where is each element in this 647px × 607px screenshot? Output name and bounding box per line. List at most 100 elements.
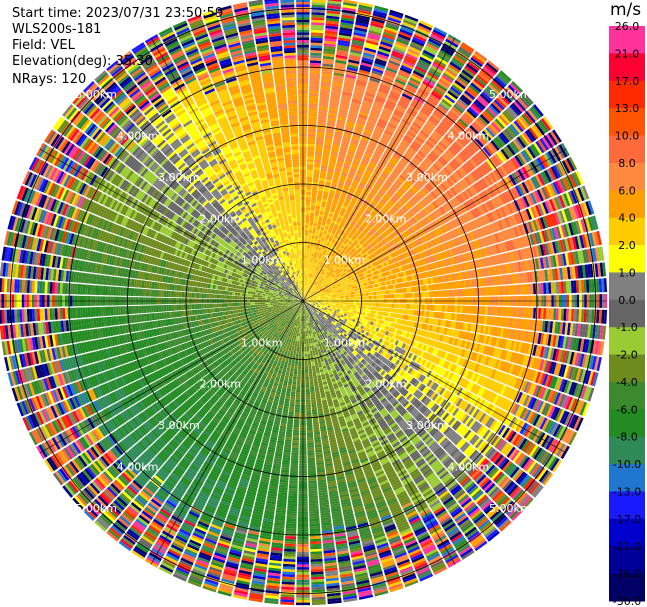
velocity-gate [303, 268, 306, 271]
velocity-gate [309, 75, 320, 79]
velocity-gate [309, 80, 320, 84]
velocity-gate [306, 169, 313, 173]
velocity-gate [308, 103, 318, 107]
velocity-gate [306, 171, 313, 175]
velocity-gate [306, 192, 312, 195]
velocity-gate [306, 186, 312, 190]
velocity-gate [304, 257, 307, 261]
velocity-gate [306, 166, 314, 170]
velocity-gate [304, 247, 308, 251]
velocity-gate [304, 242, 308, 246]
velocity-gate [308, 100, 319, 104]
velocity-gate [308, 98, 319, 102]
velocity-gate [308, 110, 318, 114]
velocity-gate [306, 179, 313, 183]
velocity-gate [307, 148, 315, 152]
velocity-gate [310, 50, 322, 54]
velocity-gate [307, 128, 316, 132]
velocity-gate [305, 222, 309, 226]
velocity-gate [307, 154, 315, 157]
velocity-gate [310, 27, 324, 31]
velocity-gate [309, 60, 322, 64]
velocity-gate [309, 88, 320, 92]
velocity-gate [304, 232, 309, 236]
velocity-gate [309, 85, 320, 89]
velocity-gate [310, 37, 323, 41]
velocity-gate [303, 285, 305, 289]
velocity-gate [310, 29, 324, 34]
velocity-gate [309, 93, 319, 97]
velocity-gate [303, 288, 304, 291]
velocity-gate [303, 283, 305, 286]
velocity-gate [308, 113, 318, 117]
velocity-gate [304, 255, 307, 259]
velocity-gate [307, 151, 315, 155]
velocity-gate [309, 72, 321, 77]
velocity-gate [308, 121, 317, 125]
velocity-gate [303, 280, 305, 284]
velocity-gate [311, 17, 325, 21]
velocity-gate [310, 40, 323, 44]
velocity-gate [308, 126, 317, 130]
velocity-gate [303, 270, 306, 274]
velocity-gate [305, 219, 310, 223]
velocity-gate [310, 55, 322, 59]
velocity-gate [306, 184, 312, 188]
velocity-gate [303, 275, 305, 279]
velocity-gate [310, 34, 324, 39]
velocity-gate [311, 12, 325, 16]
velocity-gate [309, 90, 319, 94]
velocity-gate [311, 14, 325, 18]
velocity-gate [310, 32, 324, 36]
velocity-gate [307, 138, 316, 142]
velocity-gate [305, 207, 311, 210]
velocity-gate [305, 202, 311, 205]
velocity-gate [309, 70, 321, 74]
velocity-gate [306, 174, 313, 178]
velocity-gate [310, 57, 322, 61]
velocity-gate [304, 252, 307, 256]
velocity-gate [309, 67, 321, 71]
velocity-gate [305, 214, 310, 218]
velocity-gate [306, 164, 314, 168]
velocity-gate [305, 212, 310, 216]
velocity-gate [309, 78, 320, 82]
velocity-gate [307, 136, 316, 140]
velocity-gate [305, 230, 309, 233]
velocity-gate [304, 245, 308, 248]
velocity-gate [308, 118, 317, 122]
velocity-gate [305, 227, 309, 231]
velocity-gate [307, 161, 314, 165]
velocity-gate [306, 189, 312, 193]
velocity-gate [308, 116, 317, 119]
velocity-gate [307, 146, 315, 150]
velocity-gate [308, 95, 319, 99]
velocity-gate [307, 156, 314, 160]
velocity-gate [308, 108, 318, 112]
velocity-gate [310, 42, 323, 46]
velocity-gate [311, 4, 326, 8]
velocity-gate [303, 290, 304, 294]
velocity-gate [307, 141, 316, 145]
velocity-gate [305, 224, 309, 228]
velocity-gate [307, 159, 314, 162]
velocity-gate [305, 209, 310, 213]
velocity-gate [303, 265, 306, 269]
velocity-gate [304, 235, 308, 238]
velocity-gate [304, 250, 307, 253]
velocity-gate [311, 24, 324, 28]
velocity-gate [305, 197, 311, 200]
velocity-gate [304, 260, 307, 264]
velocity-gate [306, 194, 312, 198]
velocity-gate [309, 83, 320, 87]
velocity-gate [304, 262, 306, 266]
velocity-gate [307, 143, 315, 147]
velocity-gate [307, 131, 316, 135]
velocity-gate [305, 217, 310, 221]
velocity-gate [305, 199, 311, 203]
velocity-gate [310, 52, 322, 56]
velocity-gate [310, 47, 323, 51]
velocity-gate [303, 278, 305, 281]
